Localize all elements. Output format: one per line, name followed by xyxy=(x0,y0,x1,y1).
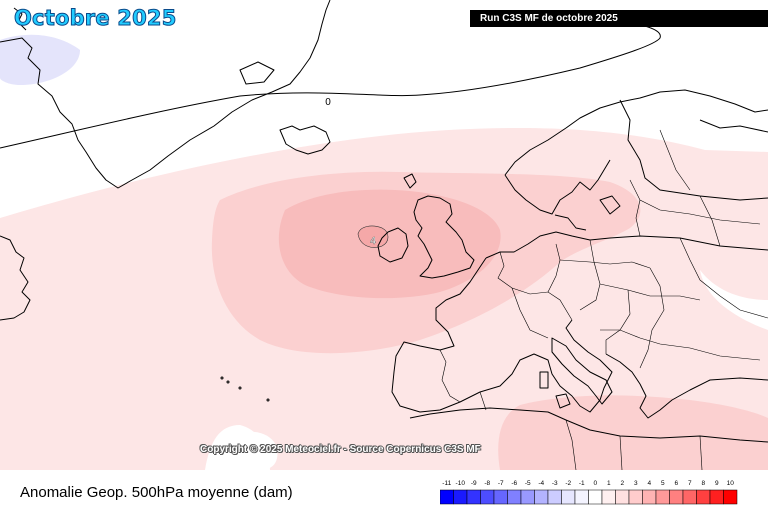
legend-tick-label: -4 xyxy=(538,480,544,487)
legend-tick-label: -8 xyxy=(484,480,490,487)
legend-tick-label: -9 xyxy=(471,480,477,487)
legend-tick-label: -7 xyxy=(498,480,504,487)
negative-anomaly-zone xyxy=(0,34,80,85)
legend-swatch xyxy=(601,489,616,505)
legend-tick-label: 2 xyxy=(620,480,624,487)
anomaly-zone-4 xyxy=(357,225,389,248)
copyright-text: Copyright © 2025 Meteociel.fr - Source C… xyxy=(200,444,481,455)
legend-tick-label: 1 xyxy=(607,480,611,487)
legend-tick-label: -5 xyxy=(525,480,531,487)
legend-swatch xyxy=(655,489,670,505)
legend-tick-label: 3 xyxy=(634,480,638,487)
legend-swatch xyxy=(453,489,468,505)
legend-swatch xyxy=(547,489,562,505)
zero-contour-label: 0 xyxy=(325,97,331,108)
legend-swatch xyxy=(669,489,684,505)
legend-swatch xyxy=(696,489,711,505)
map-caption: Anomalie Geop. 500hPa moyenne (dam) xyxy=(20,484,293,501)
legend-tick-label: 9 xyxy=(715,480,719,487)
legend-swatch xyxy=(480,489,495,505)
legend-swatch xyxy=(561,489,576,505)
anomaly-zone-2-south xyxy=(498,395,768,470)
legend-tick-label: -11 xyxy=(442,480,451,487)
legend-swatch xyxy=(534,489,549,505)
color-legend: -11 -10 -9 -8 -7 -6 -5 -4 -3 -2 -1 0 1 2 3 4 5 6 7 8 9 10 xyxy=(440,480,738,505)
legend-tick-label: -6 xyxy=(511,480,517,487)
legend-tick-label: 5 xyxy=(661,480,665,487)
legend-swatch xyxy=(507,489,522,505)
legend-tick-label: 4 xyxy=(647,480,651,487)
country-borders xyxy=(439,129,768,470)
run-label: Run C3S MF de octobre 2025 xyxy=(470,10,768,27)
legend-swatch xyxy=(520,489,535,505)
legend-swatch xyxy=(466,489,481,505)
legend-tick-label: -2 xyxy=(565,480,571,487)
iceland-coast xyxy=(279,125,331,155)
legend-swatch xyxy=(723,489,738,505)
map-title: Octobre 2025 xyxy=(14,6,177,31)
italy-coast xyxy=(551,337,613,405)
labrador-coast xyxy=(0,235,31,321)
legend-tick-label: 6 xyxy=(674,480,678,487)
legend-swatch xyxy=(588,489,603,505)
negative-anomaly-blob xyxy=(225,431,278,470)
legend-tick-label: 0 xyxy=(593,480,597,487)
ireland-coast xyxy=(377,227,409,263)
anomaly-zone-3 xyxy=(278,189,501,299)
legend-tick-label: 7 xyxy=(688,480,692,487)
legend-swatch xyxy=(574,489,589,505)
scandinavia-coast xyxy=(504,89,768,176)
greenland-coast xyxy=(0,0,331,189)
legend-swatch xyxy=(628,489,643,505)
anomaly-map: 0 4 xyxy=(0,0,768,470)
legend-swatch xyxy=(440,489,454,505)
legend-swatch xyxy=(615,489,630,505)
legend-tick-label: 10 xyxy=(727,480,735,487)
legend-tick-label: -1 xyxy=(579,480,585,487)
zero-contour-line xyxy=(0,21,661,149)
max-contour-label: 4 xyxy=(370,236,376,247)
legend-tick-label: -3 xyxy=(552,480,558,487)
legend-swatch xyxy=(493,489,508,505)
britain-coast xyxy=(413,195,475,279)
legend-tick-label: -10 xyxy=(456,480,466,487)
legend-tick-label: 8 xyxy=(701,480,705,487)
legend-swatch xyxy=(642,489,657,505)
legend-swatch xyxy=(682,489,697,505)
legend-swatch xyxy=(709,489,724,505)
